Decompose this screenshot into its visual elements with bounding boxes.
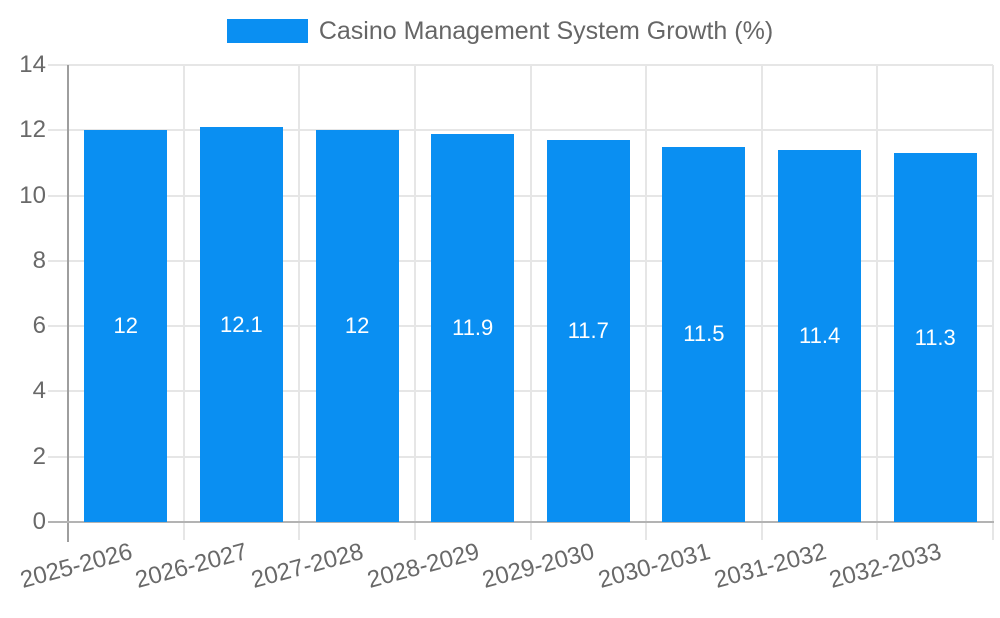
gridline-y-6 — [48, 325, 993, 328]
bar-value-label: 11.3 — [914, 324, 956, 350]
plot-area: 0 2 4 6 8 10 12 14 12 12.1 12 11.9 11.7 11.5 11.4 11.3 2… — [17, 51, 994, 594]
legend-swatch-icon — [226, 19, 308, 43]
legend-item[interactable]: Casino Management System Growth (%) — [226, 17, 774, 45]
bar-value-label: 11.5 — [683, 321, 725, 347]
y-tick-label-8: 8 — [32, 246, 46, 274]
x-axis-line — [48, 521, 994, 523]
bar-value-label: 12 — [113, 313, 139, 339]
gridline-y-10 — [48, 194, 993, 197]
gridline-x-2 — [298, 65, 301, 540]
y-tick-label-10: 10 — [19, 181, 46, 209]
bar-2030-2031[interactable]: 11.5 — [662, 146, 746, 522]
bar-2029-2030[interactable]: 11.7 — [546, 140, 630, 522]
bar-2025-2026[interactable]: 12 — [84, 130, 168, 522]
y-axis-line — [67, 65, 69, 542]
bar-value-label: 12 — [344, 313, 370, 339]
chart-canvas: Casino Management System Growth (%) 0 2 4 6… — [0, 17, 1000, 594]
bar-2032-2033[interactable]: 11.3 — [893, 153, 977, 522]
y-tick-label-4: 4 — [32, 377, 46, 405]
y-tick-label-0: 0 — [32, 508, 46, 535]
bar-value-label: 11.7 — [567, 318, 609, 344]
bar-value-label: 12.1 — [219, 311, 263, 337]
bar-2028-2029[interactable]: 11.9 — [431, 133, 515, 522]
gridline-y-12 — [48, 129, 993, 132]
gridline-y-8 — [48, 259, 993, 262]
gridline-y-2 — [48, 455, 993, 458]
bar-value-label: 11.9 — [452, 314, 494, 340]
bar-value-label: 11.4 — [799, 322, 841, 348]
bar-2027-2028[interactable]: 12 — [315, 130, 399, 522]
gridline-x-6 — [760, 65, 763, 540]
y-tick-label-12: 12 — [19, 116, 46, 144]
y-tick-label-6: 6 — [32, 312, 46, 340]
gridline-x-5 — [645, 65, 648, 540]
bar-2031-2032[interactable]: 11.4 — [778, 149, 862, 522]
gridline-y-4 — [48, 390, 993, 393]
gridline-x-1 — [182, 65, 185, 540]
gridline-x-3 — [413, 65, 416, 540]
bar-2026-2027[interactable]: 12.1 — [199, 127, 283, 522]
gridline-y-14 — [48, 64, 993, 66]
y-tick-label-2: 2 — [32, 442, 46, 470]
legend: Casino Management System Growth (%) — [0, 17, 1000, 45]
y-tick-label-14: 14 — [19, 51, 46, 78]
gridline-x-4 — [529, 65, 532, 540]
gridline-x-7 — [876, 65, 879, 540]
gridline-x-8 — [992, 65, 994, 540]
legend-label: Casino Management System Growth (%) — [318, 17, 774, 45]
